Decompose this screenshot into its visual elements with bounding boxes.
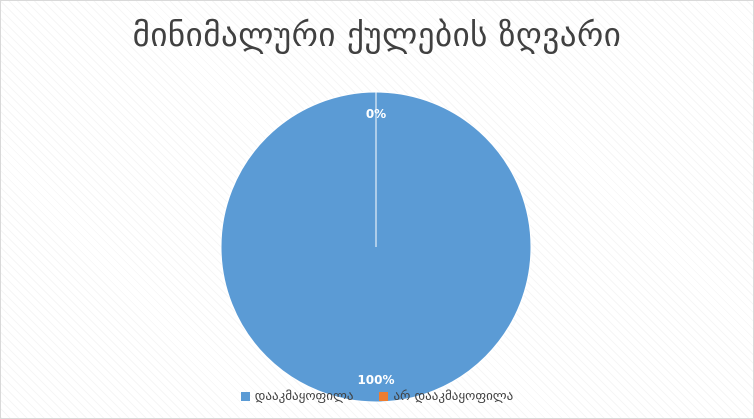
legend-label-not-satisfied: არ დააკმაყოფილა (393, 389, 514, 404)
chart-title: მინიმალური ქულების ზღვარი (132, 15, 622, 54)
legend: დააკმაყოფილა არ დააკმაყოფილა (1, 389, 753, 404)
legend-item-not-satisfied: არ დააკმაყოფილა (379, 389, 513, 404)
data-label-satisfied: 100% (357, 373, 394, 387)
data-label-not-satisfied: 0% (366, 107, 386, 121)
legend-swatch-not-satisfied (379, 392, 389, 401)
legend-item-satisfied: დააკმაყოფილა (240, 389, 354, 404)
legend-label-satisfied: დააკმაყოფილა (254, 389, 354, 404)
legend-swatch-satisfied (240, 392, 250, 401)
